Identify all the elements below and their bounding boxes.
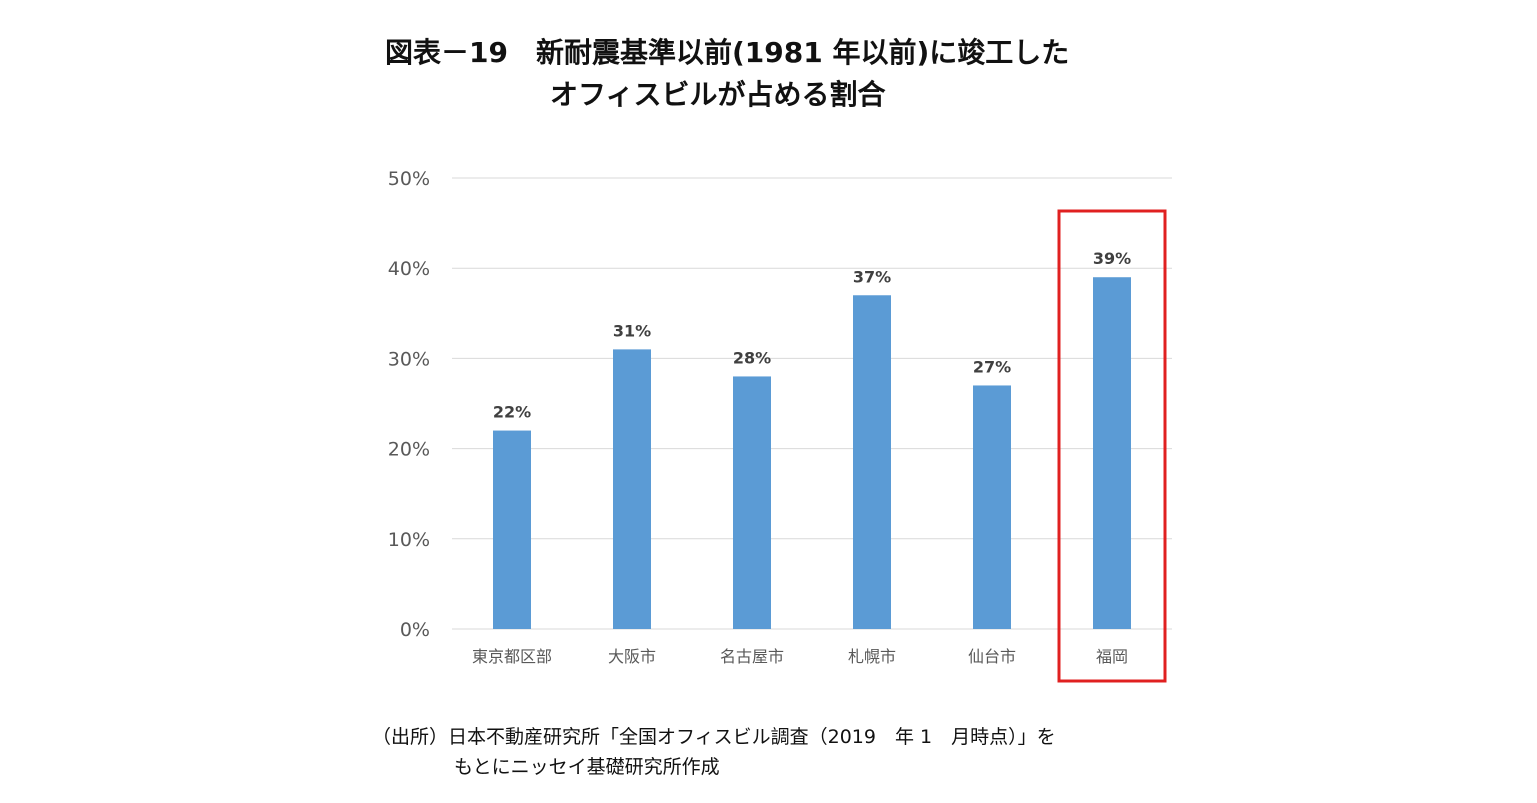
source-note-line-2: もとにニッセイ基礎研究所作成 (454, 756, 720, 778)
data-label: 22% (493, 403, 531, 422)
y-tick-label: 50% (388, 168, 430, 190)
x-tick-label: 札幌市 (848, 647, 896, 666)
source-note: （出所）日本不動産研究所「全国オフィスビル調査（2019 年 1 月時点）」を … (372, 722, 1056, 782)
bar (613, 349, 651, 629)
y-tick-label: 40% (388, 258, 430, 280)
y-tick-label: 0% (400, 619, 430, 641)
x-tick-label: 仙台市 (968, 647, 1016, 666)
bar (973, 385, 1011, 629)
data-label: 37% (853, 267, 891, 286)
chart-title-line-1: 図表－19 新耐震基準以前(1981 年以前)に竣工した (385, 36, 1070, 69)
x-tick-label: 名古屋市 (720, 647, 784, 666)
y-tick-label: 10% (388, 529, 430, 551)
bar (733, 376, 771, 629)
bar (1093, 277, 1131, 629)
y-tick-label: 30% (388, 348, 430, 370)
chart-title: 図表－19 新耐震基準以前(1981 年以前)に竣工した オフィスビルが占める割… (385, 32, 1285, 116)
bar (853, 295, 891, 629)
highlight-box (1057, 209, 1167, 683)
x-tick-label: 福岡 (1096, 647, 1128, 666)
chart-title-line-2: オフィスビルが占める割合 (550, 78, 886, 111)
data-label: 31% (613, 321, 651, 340)
y-tick-label: 20% (388, 439, 430, 461)
x-tick-label: 東京都区部 (472, 647, 552, 666)
data-label: 27% (973, 357, 1011, 376)
x-tick-label: 大阪市 (608, 647, 656, 666)
data-label: 39% (1093, 249, 1131, 268)
bar (493, 430, 531, 629)
source-note-line-1: （出所）日本不動産研究所「全国オフィスビル調査（2019 年 1 月時点）」を (372, 726, 1056, 748)
data-label: 28% (733, 348, 771, 367)
